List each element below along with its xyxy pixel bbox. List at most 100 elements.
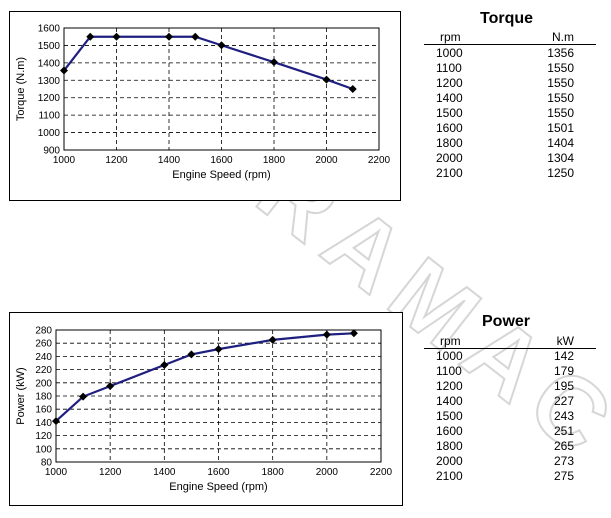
power-xtick-label: 1800 <box>262 467 285 478</box>
power-table-title: Power <box>482 313 531 330</box>
power-table-rpm-cell: 1200 <box>436 379 463 393</box>
torque-table-rpm-cell: 1000 <box>436 46 463 60</box>
torque-table-rpm-cell: 1200 <box>436 76 463 90</box>
power-table-rpm-cell: 2100 <box>436 469 463 483</box>
torque-table-row: 2000 1304 <box>424 151 596 166</box>
power-ytick-label: 100 <box>35 444 52 455</box>
power-ytick-label: 280 <box>35 326 52 337</box>
torque-y-axis-label: Torque (N.m) <box>15 57 27 121</box>
power-table-rpm-cell: 1000 <box>436 349 463 363</box>
torque-table-rpm-cell: 1800 <box>436 136 463 150</box>
torque-table-rpm-cell: 2000 <box>436 151 463 165</box>
torque-table-rpm-cell: 1500 <box>436 106 463 120</box>
power-data-point <box>214 345 223 354</box>
power-xtick-label: 1400 <box>153 467 176 478</box>
power-data-point <box>106 382 115 391</box>
torque-ytick-label: 1200 <box>38 93 61 104</box>
torque-table-row: 1200 1550 <box>424 76 596 91</box>
power-series-line <box>55 332 354 422</box>
torque-table-row: 1600 1501 <box>424 121 596 136</box>
torque-table-row: 1000 1356 <box>424 46 596 61</box>
torque-table-row: 1800 1404 <box>424 136 596 151</box>
power-table-row: 2100 275 <box>424 469 596 484</box>
torque-table-value-cell: 1501 <box>547 121 574 135</box>
torque-table-row: 2100 1250 <box>424 166 596 181</box>
power-table-row: 1800 265 <box>424 439 596 454</box>
torque-plot-frame <box>63 27 380 151</box>
power-xtick-label: 1200 <box>99 467 122 478</box>
torque-data-point <box>348 85 357 93</box>
torque-table-value-cell: 1356 <box>547 46 574 60</box>
power-table-value-cell: 273 <box>553 454 574 468</box>
power-table-rpm-cell: 1100 <box>436 364 462 378</box>
torque-xtick-label: 2200 <box>368 155 391 166</box>
torque-table-rows: 1000 1356 1100 1550 1200 1550 1400 1550 1500 1550… <box>424 46 596 181</box>
power-data-point <box>322 330 331 339</box>
torque-ytick-label: 1400 <box>38 58 61 69</box>
power-data-point <box>52 417 60 426</box>
power-table-row: 1600 251 <box>424 424 596 439</box>
torque-table-value-cell: 1304 <box>547 151 574 165</box>
torque-xtick-label: 1800 <box>263 155 286 166</box>
power-table: Power rpm kW 1000 142 1100 179 1200 195 1400 22… <box>424 312 596 492</box>
power-table-row: 1400 227 <box>424 394 596 409</box>
torque-table-rule <box>424 44 596 45</box>
torque-data-point <box>322 75 331 84</box>
torque-xtick-label: 1400 <box>158 155 181 166</box>
torque-ytick-label: 1000 <box>38 128 61 139</box>
torque-data-point <box>112 32 121 41</box>
power-table-value-cell: 265 <box>553 439 574 453</box>
torque-table-rpm-cell: 1600 <box>436 121 463 135</box>
torque-table-rpm-cell: 2100 <box>436 166 463 180</box>
torque-ytick-label: 1100 <box>38 111 60 122</box>
power-table-header-rpm: rpm <box>440 334 461 348</box>
torque-data-point <box>217 41 226 50</box>
power-table-rpm-cell: 1600 <box>436 424 463 438</box>
power-table-value-cell: 195 <box>553 379 574 393</box>
torque-table: Torque rpm N.m 1000 1356 1100 1550 1200 1550 1… <box>424 10 596 190</box>
torque-data-point <box>165 32 173 41</box>
power-data-point <box>187 350 196 359</box>
torque-ytick-label: 900 <box>43 146 60 157</box>
power-data-point <box>160 360 169 369</box>
torque-table-value-cell: 1550 <box>547 91 574 105</box>
power-ytick-label: 220 <box>35 365 52 376</box>
power-ytick-label: 260 <box>35 339 52 350</box>
power-ytick-label: 240 <box>35 352 52 363</box>
torque-table-rpm-cell: 1100 <box>436 61 462 75</box>
power-table-rpm-cell: 1800 <box>436 439 463 453</box>
power-table-rpm-cell: 2000 <box>436 454 463 468</box>
torque-table-title: Torque <box>480 10 534 27</box>
power-table-header-kw: kW <box>556 334 574 348</box>
torque-ytick-label: 1500 <box>38 41 61 52</box>
power-ytick-label: 140 <box>35 418 52 429</box>
power-data-point <box>349 329 358 338</box>
power-x-axis-label: Engine Speed (rpm) <box>169 481 267 493</box>
power-table-value-cell: 243 <box>553 409 574 423</box>
torque-xtick-label: 1600 <box>210 155 233 166</box>
power-table-rule <box>424 348 596 349</box>
power-table-rows: 1000 142 1100 179 1200 195 1400 227 1500 243 1600 2… <box>424 349 596 484</box>
power-ytick-label: 200 <box>35 378 52 389</box>
torque-table-value-cell: 1404 <box>547 136 574 150</box>
torque-chart-panel: 900 1000 1100 1200 1300 1400 1500 1600 1000 1200 1… <box>9 11 401 201</box>
torque-data-point <box>86 32 95 41</box>
torque-table-row: 1100 1550 <box>424 61 596 76</box>
power-table-row: 1100 179 <box>424 364 596 379</box>
power-table-row: 1200 195 <box>424 379 596 394</box>
torque-table-value-cell: 1550 <box>547 106 574 120</box>
power-ytick-label: 120 <box>35 431 52 442</box>
torque-table-header-nm: N.m <box>552 30 574 44</box>
torque-x-axis-label: Engine Speed (rpm) <box>172 169 270 181</box>
torque-table-value-cell: 1550 <box>547 76 574 90</box>
power-table-row: 2000 273 <box>424 454 596 469</box>
power-table-value-cell: 227 <box>553 394 574 408</box>
torque-table-row: 1500 1550 <box>424 106 596 121</box>
torque-table-header-rpm: rpm <box>440 30 461 44</box>
torque-table-value-cell: 1550 <box>547 61 574 75</box>
power-ytick-label: 180 <box>35 392 52 403</box>
torque-ytick-label: 1300 <box>38 76 61 87</box>
power-table-row: 1000 142 <box>424 349 596 364</box>
torque-table-row: 1400 1550 <box>424 91 596 106</box>
